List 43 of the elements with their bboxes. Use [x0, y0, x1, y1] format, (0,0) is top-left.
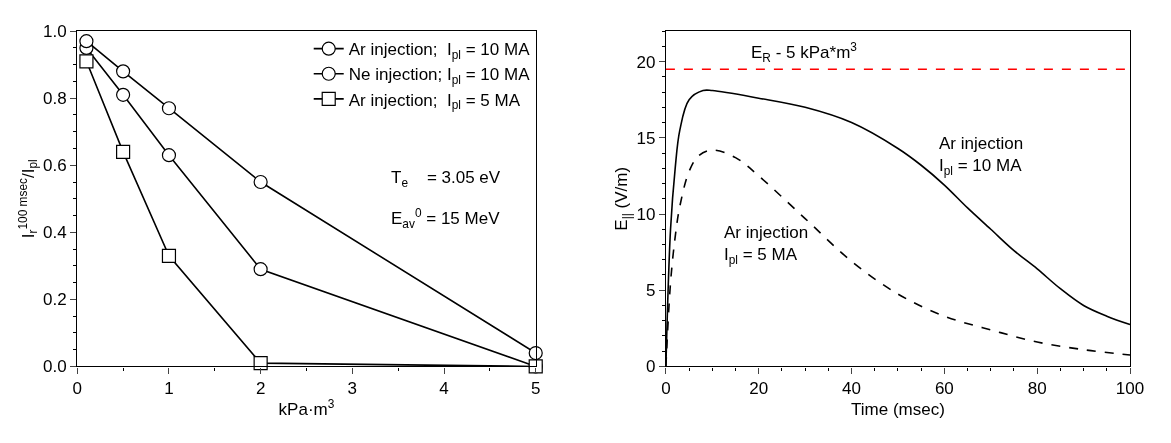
- y-tick-label: 5: [645, 281, 656, 301]
- x-tick-label: 1: [164, 378, 174, 398]
- legend-label: Ar injection; I$_{pl}$ = 10 MA: [348, 40, 531, 62]
- x-tick-label: 5: [530, 378, 541, 398]
- y-tick-label: 0.0: [43, 357, 67, 377]
- point: [253, 174, 268, 190]
- annotation: Ar injection I$_{pl}$ = 10 MA: [939, 134, 1024, 178]
- point: [161, 148, 177, 163]
- y-tick-label: 0.6: [43, 156, 67, 176]
- x-tick-label: 4: [439, 378, 449, 398]
- x-tick-label: 2: [255, 378, 266, 398]
- y-tick-label: 20: [636, 52, 656, 72]
- x-tick-label: 80: [1027, 378, 1047, 398]
- text: T$_{e}$ = 3.05 eV: [391, 168, 501, 190]
- x-axis-title: Time (msec): [851, 400, 945, 420]
- annotation: E$_{av}$$^{0}$ = 15 MeV: [391, 206, 501, 231]
- x-tick-label: 60: [934, 378, 954, 398]
- y-tick-label: 15: [636, 128, 656, 148]
- point: [116, 87, 131, 102]
- y-tick-label: 1.0: [43, 22, 67, 42]
- point: [79, 54, 94, 69]
- x-tick-label: 100: [1115, 378, 1145, 398]
- y-tick-label: 0: [645, 357, 656, 377]
- x-tick-label: 20: [749, 378, 769, 398]
- annotation: Ar injection I$_{pl}$ = 5 MA: [724, 223, 809, 267]
- y-tick-label: 10: [636, 204, 656, 224]
- y-tick-label: 0.4: [43, 223, 67, 243]
- x-tick-label: 40: [842, 378, 862, 398]
- y-tick-label: 0.8: [43, 89, 67, 109]
- x-tick-label: 0: [661, 378, 671, 398]
- x-tick-label: 3: [347, 378, 358, 398]
- legend-label: Ne injection; I$_{pl}$ = 10 MA: [348, 65, 531, 87]
- point: [253, 262, 268, 277]
- legend-label: Ar injection; I$_{pl}$ = 5 MA: [348, 90, 521, 113]
- point: [79, 34, 94, 49]
- point: [161, 248, 177, 263]
- point: [116, 144, 131, 159]
- point: [161, 101, 177, 116]
- y-tick-label: 0.2: [43, 290, 67, 310]
- x-tick-label: 0: [72, 378, 82, 398]
- ref-line-label: E$_{R}$ - 5 kPa*m$^{3}$: [751, 40, 858, 65]
- point: [116, 64, 131, 79]
- x-axis-title: kPa·m$^{3}$: [278, 397, 335, 420]
